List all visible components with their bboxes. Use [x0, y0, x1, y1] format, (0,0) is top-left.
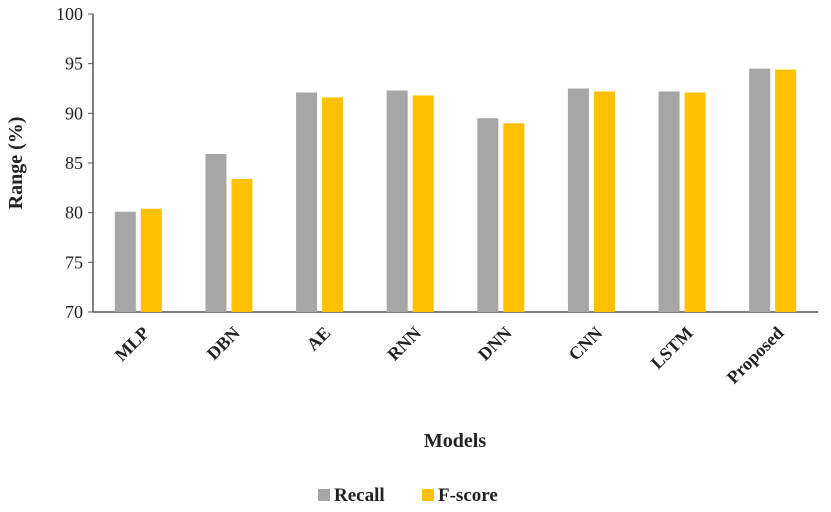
bar-f-score-lstm [684, 92, 706, 313]
y-tick-label: 95 [65, 54, 83, 74]
y-axis-ticks: 70 75 80 85 90 95 100 [56, 4, 93, 322]
legend-label: Recall [334, 485, 385, 506]
x-tick-label: DBN [203, 323, 244, 364]
legend-label: F-score [438, 485, 498, 506]
x-tick-label: CNN [565, 323, 607, 365]
x-axis-tick-labels: MLP DBN AE RNN DNN CNN LSTM Proposed [111, 323, 788, 388]
x-tick-label: MLP [111, 323, 153, 365]
y-tick-label: 80 [65, 203, 83, 223]
x-tick-label: Proposed [723, 323, 788, 388]
bar-f-score-rnn [412, 95, 434, 312]
bar-f-score-dbn [231, 178, 253, 312]
x-axis-title: Models [424, 430, 486, 452]
x-tick-label: AE [303, 323, 335, 355]
y-tick-label: 90 [65, 103, 83, 123]
y-tick-label: 70 [65, 302, 83, 322]
bar-f-score-cnn [593, 91, 615, 312]
legend: Recall F-score [318, 485, 498, 506]
bar-recall-dnn [477, 118, 499, 312]
bar-recall-rnn [386, 90, 408, 312]
x-tick-label: DNN [474, 323, 516, 365]
bar-f-score-ae [322, 97, 344, 312]
bar-f-score-mlp [140, 208, 162, 312]
y-tick-label: 100 [56, 4, 83, 24]
bar-recall-mlp [114, 211, 136, 312]
bar-recall-dbn [205, 154, 227, 312]
x-tick-label: RNN [383, 323, 425, 365]
x-tick-label: LSTM [647, 323, 697, 373]
bars-group [114, 68, 797, 313]
bar-recall-ae [296, 92, 318, 313]
bar-f-score-dnn [503, 123, 525, 313]
bar-recall-lstm [658, 91, 680, 312]
y-tick-label: 75 [65, 252, 83, 272]
legend-swatch [422, 489, 434, 501]
y-tick-label: 85 [65, 153, 83, 173]
y-axis-title: Range (%) [5, 117, 27, 210]
bar-recall-proposed [749, 68, 771, 312]
legend-swatch [318, 489, 330, 501]
bar-f-score-proposed [775, 69, 797, 312]
bar-recall-cnn [567, 88, 589, 312]
